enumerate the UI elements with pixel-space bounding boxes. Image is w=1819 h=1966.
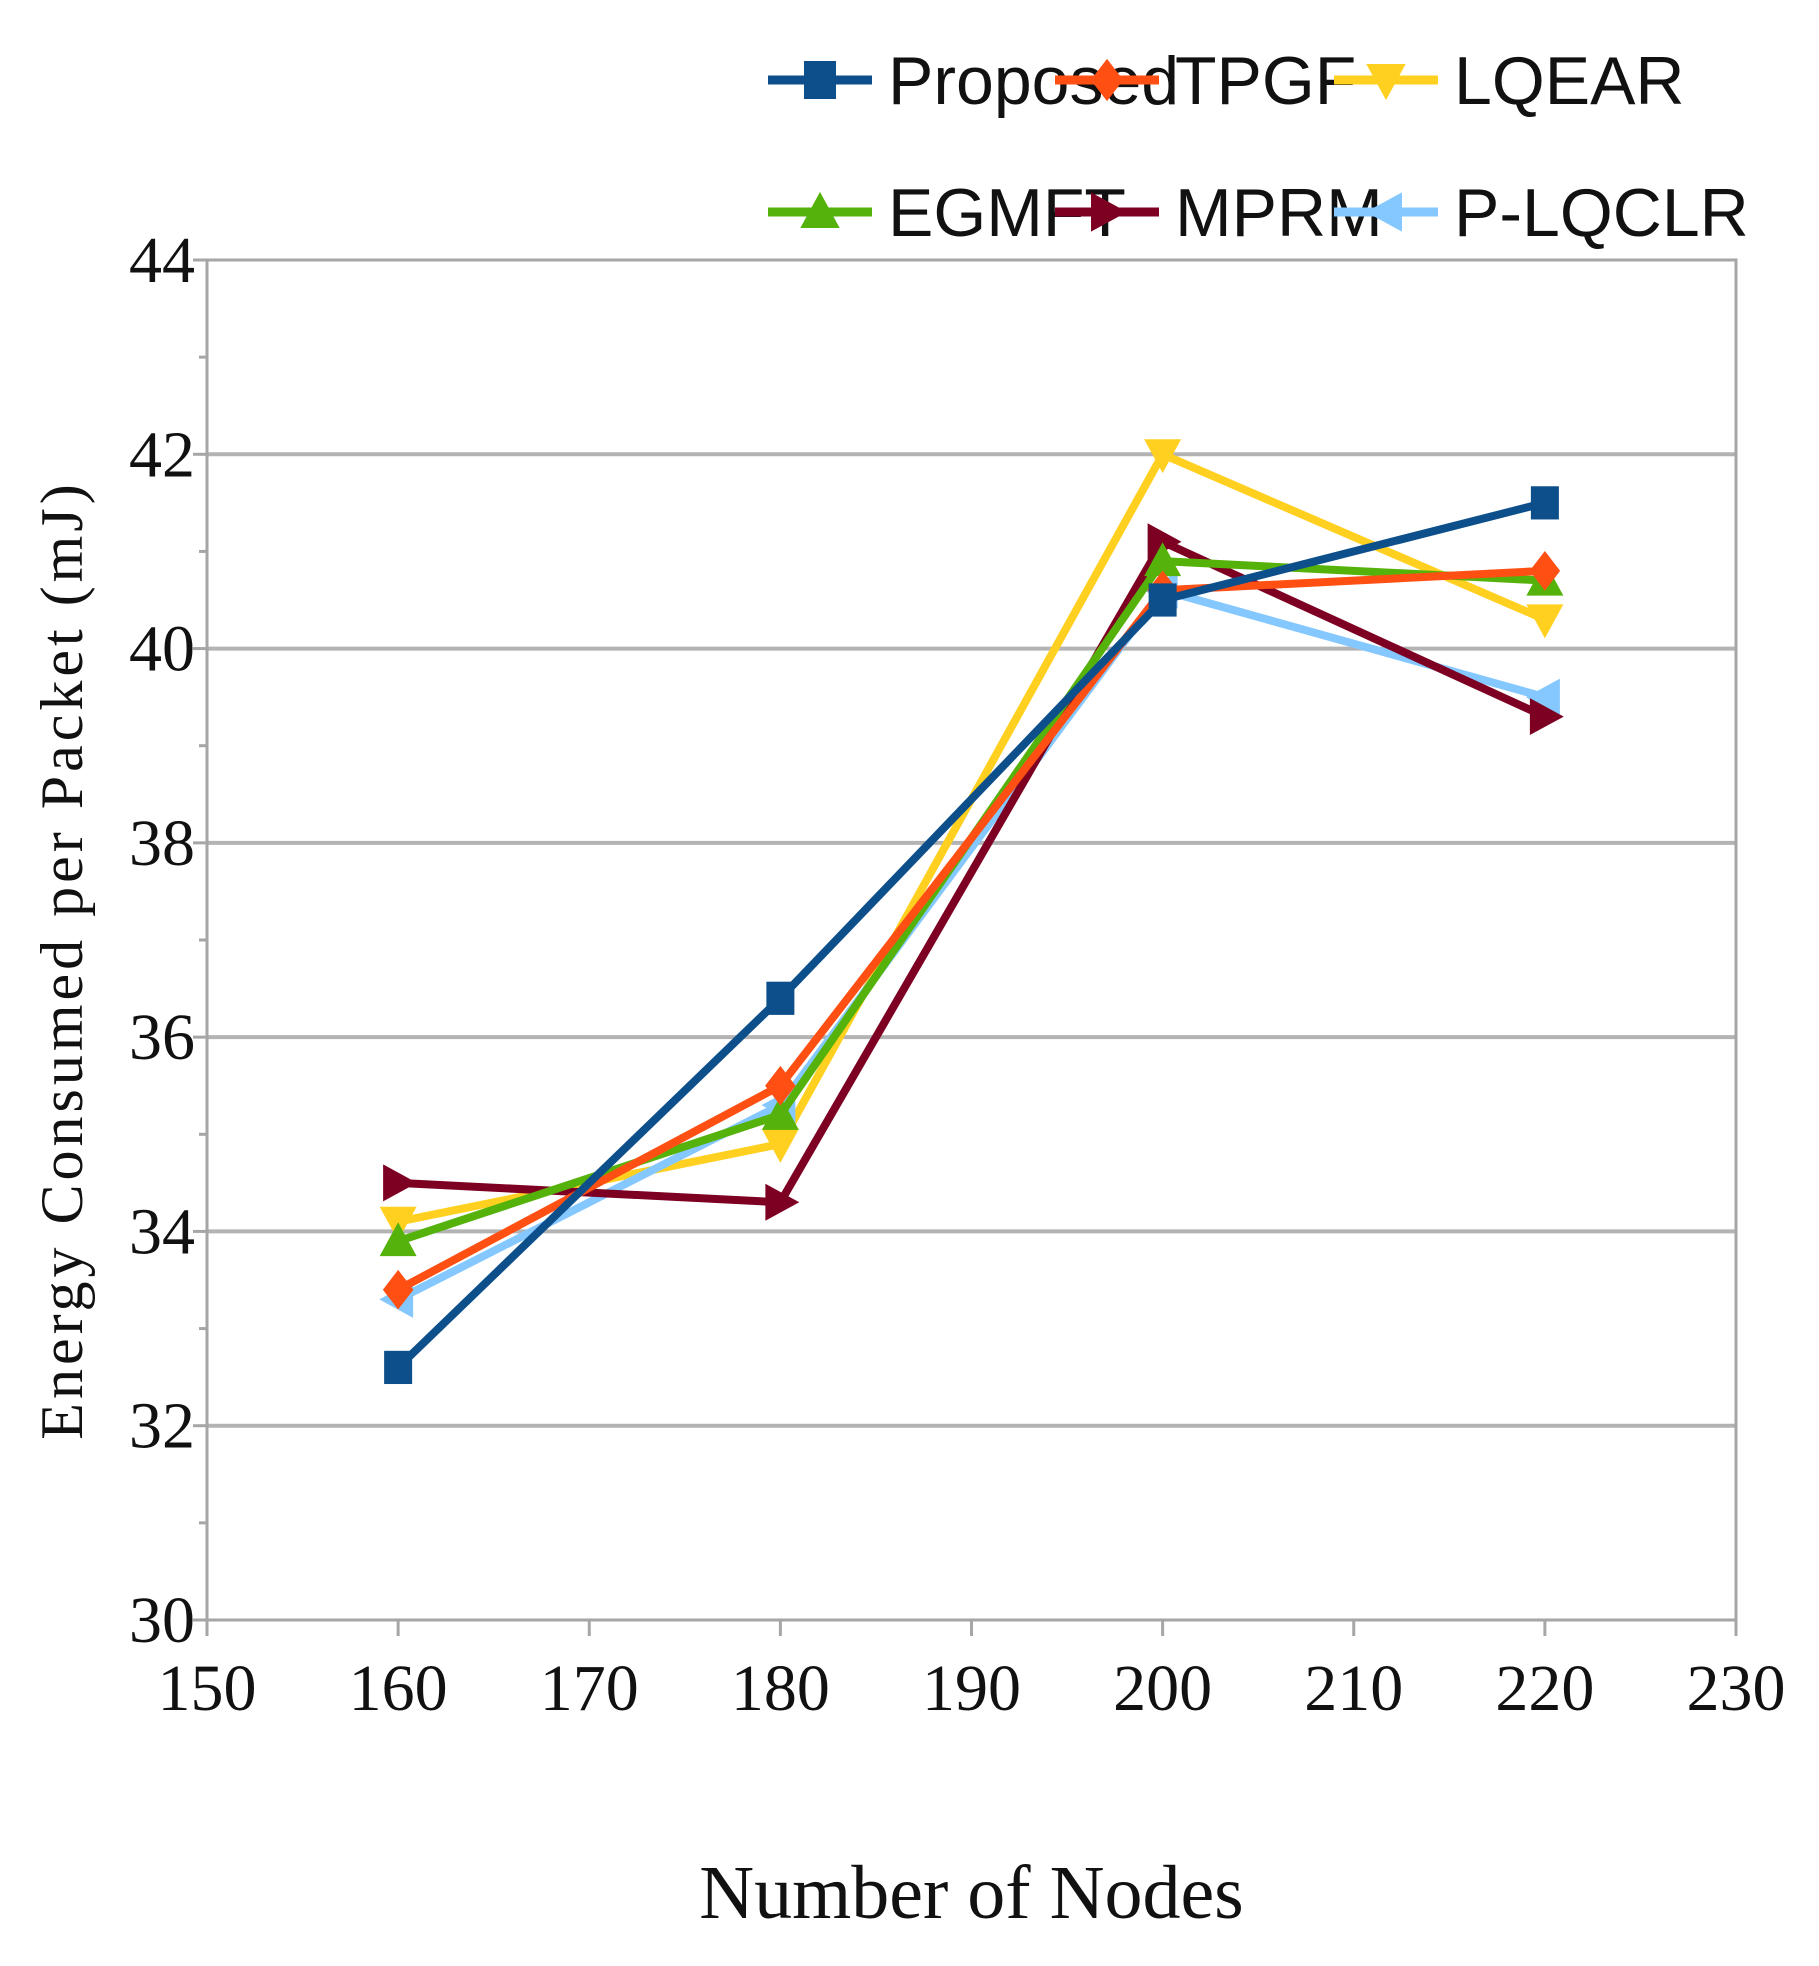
legend-item: LQEAR <box>1334 43 1685 119</box>
axis-layer: 30 32 34 36 38 40 42 44 150 160 170 180 190 200 210 220… <box>129 224 1786 1725</box>
y-axis-title: Energy Consumed per Packet (mJ) <box>29 480 95 1439</box>
legend-swatch-marker <box>1366 64 1406 101</box>
legend-swatch-marker <box>800 191 840 228</box>
data-point <box>383 1164 418 1202</box>
legend-item: P-LQCLR <box>1334 175 1749 251</box>
data-point <box>384 1350 413 1385</box>
y-tick-label: 44 <box>129 224 195 297</box>
data-point <box>1529 698 1564 736</box>
data-point <box>765 1183 800 1221</box>
series-line <box>395 498 1546 1371</box>
data-point <box>761 1095 799 1130</box>
data-point <box>379 1222 417 1257</box>
legend-label: P-LQCLR <box>1454 175 1749 251</box>
legend-swatch-marker <box>1365 192 1402 232</box>
x-tick-label: 160 <box>349 1652 448 1725</box>
legend-item: TPGF <box>1055 43 1356 119</box>
legend-label: LQEAR <box>1454 43 1685 119</box>
data-point <box>1526 604 1564 639</box>
x-tick-label: 200 <box>1113 1652 1212 1725</box>
x-tick-label: 180 <box>731 1652 830 1725</box>
data-point <box>766 981 795 1015</box>
x-tick-label: 150 <box>158 1652 257 1725</box>
data-point <box>1529 551 1561 591</box>
x-tick-label: 190 <box>922 1652 1021 1725</box>
legend-swatch-marker <box>1091 192 1128 232</box>
y-tick-label: 34 <box>129 1195 195 1268</box>
x-tick-label: 220 <box>1495 1652 1594 1725</box>
y-tick-label: 40 <box>129 613 195 686</box>
y-tick-label: 42 <box>129 418 195 491</box>
x-tick-label: 230 <box>1687 1652 1786 1725</box>
y-tick-label: 30 <box>129 1584 195 1657</box>
y-tick-label: 32 <box>129 1390 195 1463</box>
legend-swatch-marker <box>1090 58 1124 102</box>
y-tick-label: 36 <box>129 1001 195 1074</box>
series-mprm <box>383 523 1564 1221</box>
data-point <box>382 1269 414 1310</box>
data-point <box>765 1065 796 1106</box>
x-tick-label: 170 <box>540 1652 639 1725</box>
series-proposed <box>384 486 1559 1385</box>
data-point <box>761 1129 799 1163</box>
legend-swatch-marker <box>804 61 836 99</box>
series-line <box>397 537 1547 1207</box>
data-point <box>1144 439 1182 474</box>
legend-label: TPGF <box>1175 43 1356 119</box>
y-tick-label: 38 <box>129 807 195 880</box>
series-layer <box>379 439 1564 1385</box>
data-point <box>1148 583 1177 617</box>
series-line <box>396 586 1546 1303</box>
data-point <box>1530 486 1559 520</box>
x-axis-title: Number of Nodes <box>699 1851 1244 1935</box>
x-tick-label: 210 <box>1304 1652 1403 1725</box>
